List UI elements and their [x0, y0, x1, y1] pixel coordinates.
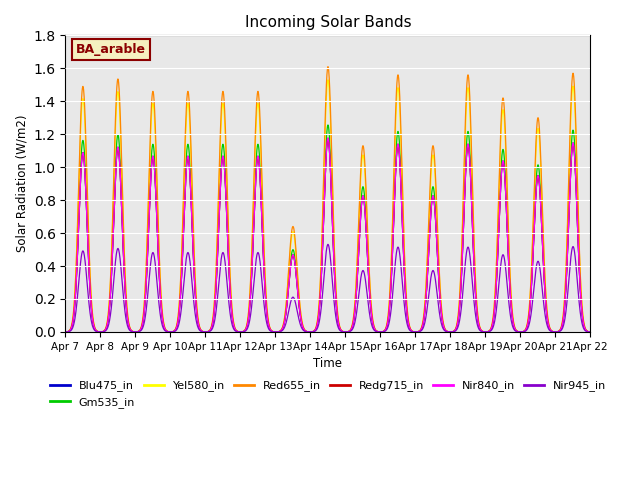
Yel580_in [263, 303, 271, 309]
Yel580_in [577, 272, 584, 278]
Line: Blu475_in: Blu475_in [65, 138, 590, 332]
Nir945_in [263, 320, 271, 326]
Line: Yel580_in: Yel580_in [65, 80, 590, 332]
Nir840_in [263, 309, 271, 315]
Nir840_in [285, 275, 293, 280]
Gm535_in [285, 271, 293, 276]
Gm535_in [577, 282, 584, 288]
Redg715_in [324, 135, 332, 141]
Red655_in [520, 328, 527, 334]
Red655_in [586, 329, 594, 335]
Nir840_in [61, 329, 69, 335]
Nir840_in [586, 329, 594, 335]
Redg715_in [122, 289, 129, 295]
Legend: Blu475_in, Gm535_in, Yel580_in, Red655_in, Redg715_in, Nir840_in, Nir945_in: Blu475_in, Gm535_in, Yel580_in, Red655_i… [45, 376, 611, 412]
Nir945_in [122, 311, 129, 317]
Blu475_in [122, 289, 129, 295]
Nir945_in [324, 241, 332, 247]
Yel580_in [285, 258, 293, 264]
Nir945_in [520, 329, 527, 335]
Yel580_in [324, 77, 332, 83]
Line: Redg715_in: Redg715_in [65, 138, 590, 332]
Red655_in [285, 254, 293, 260]
Y-axis label: Solar Radiation (W/m2): Solar Radiation (W/m2) [15, 115, 28, 252]
Redg715_in [152, 205, 160, 211]
Nir945_in [577, 309, 584, 315]
Gm535_in [122, 287, 129, 292]
Line: Gm535_in: Gm535_in [65, 125, 590, 332]
Red655_in [263, 301, 271, 307]
Nir945_in [586, 329, 594, 335]
Redg715_in [577, 285, 584, 291]
Blu475_in [61, 329, 69, 335]
Blu475_in [586, 329, 594, 335]
Line: Nir945_in: Nir945_in [65, 244, 590, 332]
Redg715_in [263, 309, 271, 315]
Nir945_in [61, 329, 69, 335]
Blu475_in [285, 275, 293, 280]
Title: Incoming Solar Bands: Incoming Solar Bands [244, 15, 411, 30]
Gm535_in [152, 196, 160, 202]
Nir945_in [152, 273, 160, 279]
Yel580_in [586, 329, 594, 335]
Line: Nir840_in: Nir840_in [65, 138, 590, 332]
Red655_in [577, 269, 584, 275]
Redg715_in [520, 329, 527, 335]
Red655_in [122, 275, 129, 280]
Yel580_in [61, 329, 69, 335]
Line: Red655_in: Red655_in [65, 67, 590, 332]
Text: BA_arable: BA_arable [76, 43, 146, 56]
Nir840_in [152, 205, 160, 211]
Yel580_in [122, 277, 129, 283]
Gm535_in [324, 122, 332, 128]
Blu475_in [520, 329, 527, 335]
Gm535_in [586, 329, 594, 335]
Nir840_in [577, 285, 584, 291]
Red655_in [324, 64, 332, 70]
Redg715_in [586, 329, 594, 335]
Nir840_in [520, 329, 527, 335]
Blu475_in [577, 285, 584, 291]
Redg715_in [285, 275, 293, 280]
Redg715_in [61, 329, 69, 335]
Gm535_in [520, 329, 527, 335]
Gm535_in [61, 329, 69, 335]
X-axis label: Time: Time [314, 357, 342, 370]
Red655_in [152, 159, 160, 165]
Gm535_in [263, 308, 271, 313]
Nir840_in [324, 135, 332, 141]
Yel580_in [520, 328, 527, 334]
Red655_in [61, 329, 69, 335]
Blu475_in [263, 309, 271, 315]
Yel580_in [152, 168, 160, 173]
Blu475_in [152, 205, 160, 211]
Nir840_in [122, 289, 129, 295]
Blu475_in [324, 135, 332, 141]
Nir945_in [285, 304, 293, 310]
